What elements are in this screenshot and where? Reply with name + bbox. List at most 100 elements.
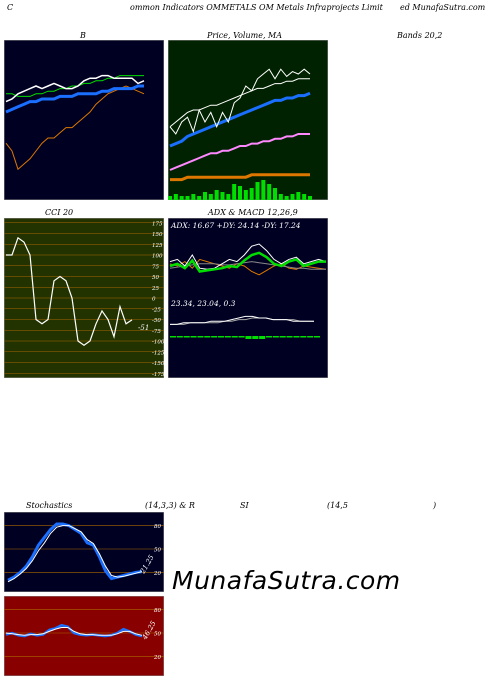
cci-tick-label: 50 [152, 275, 159, 281]
volume-bar [296, 192, 301, 200]
macd-histogram-bar [293, 336, 300, 338]
macd-histogram-bar [286, 336, 293, 338]
adx-bg [168, 218, 328, 378]
volume-bar [214, 190, 219, 200]
price-close-line [169, 68, 311, 135]
macd-histogram-bar [231, 336, 238, 338]
cci-tick-label: -25 [152, 307, 161, 313]
header-left: C [7, 3, 14, 12]
volume-bar [284, 196, 289, 200]
macd-readout: 23.34, 23.04, 0.3 [170, 299, 236, 308]
volume-bar [173, 194, 178, 200]
volume-bar [278, 194, 283, 200]
volume-bar [308, 196, 312, 200]
stoch-tick-label: 50 [154, 548, 161, 554]
cci-tick-label: -125 [152, 350, 164, 356]
volume-bar [208, 194, 213, 200]
macd-histogram-bar [176, 336, 183, 338]
header-right: ed MunafaSutra.com [400, 3, 486, 12]
macd-histogram-bar [183, 336, 190, 338]
stoch-d-line [7, 525, 143, 583]
cci-panel: 175 150 125 100 75 50 25 0 -25 -50 -75 -100 -125 -150… [4, 218, 164, 378]
volume-bar [255, 182, 260, 200]
adx-readout: ADX: 16.67 +DY: 24.14 -DY: 17.24 [170, 221, 301, 230]
cci-tick-label: 0 [152, 297, 156, 303]
cci-tick-label: -100 [152, 340, 164, 346]
price-ma-blue-line [169, 91, 311, 148]
macd-histogram-bar [272, 336, 279, 338]
macd-histogram-bar [300, 336, 307, 338]
rsi-tick-label: 80 [154, 608, 161, 614]
macd-line [170, 315, 314, 325]
volume-bar [261, 180, 266, 200]
volume-bar [168, 196, 172, 200]
volume-bar [243, 190, 248, 200]
macd-histogram-bar [204, 336, 211, 338]
price-panel [168, 40, 328, 200]
cci-tick-label: -150 [152, 361, 164, 367]
rsi-tick-label: 50 [154, 632, 161, 638]
macd-histogram-bar [170, 336, 176, 338]
cci-tick-label: -175 [152, 372, 164, 378]
volume-bar [249, 188, 254, 200]
cci-tick-label: 125 [152, 243, 163, 249]
price-ma-mid-line [169, 133, 310, 171]
bb-upper-band-line [6, 75, 144, 97]
cci-tick-label: 100 [152, 254, 163, 260]
cci-tick-label: 175 [152, 221, 163, 227]
price-ma-short-line [169, 78, 310, 128]
bb-middle-band-line [5, 84, 144, 114]
bollinger-panel [4, 40, 164, 200]
adx-white-line [169, 243, 327, 270]
macd-histogram-bar [218, 336, 224, 338]
volume-bar [185, 196, 190, 200]
rsi-params: (14,5 [327, 501, 348, 510]
rsi-tick-label: 20 [153, 655, 161, 661]
volume-bar [267, 184, 272, 200]
macd-histogram-bar [307, 336, 314, 338]
price-ma-long-line [170, 173, 310, 182]
mrsi-line [5, 627, 143, 636]
adx-label: ADX & MACD 12,26,9 [208, 208, 298, 217]
stoch-tick-label: 80 [154, 524, 161, 530]
macd-histogram-bar [266, 336, 272, 338]
macd-histogram-bar [259, 336, 266, 339]
cci-last-value: -51 [138, 324, 149, 332]
volume-bar [220, 192, 225, 200]
price-label: Price, Volume, MA [207, 31, 283, 40]
macd-histogram-bar [314, 336, 320, 338]
macd-histogram-bar [252, 336, 259, 339]
bollinger-bg [4, 40, 164, 200]
volume-bar [302, 194, 307, 200]
macd-histogram-bar [279, 336, 286, 338]
cci-tick-label: 150 [152, 232, 163, 238]
rsi-close-paren: ) [433, 501, 437, 510]
macd-histogram-bar [224, 336, 231, 338]
stoch-bg [4, 512, 164, 592]
macd-histogram-bar [190, 336, 197, 338]
cci-line [6, 236, 133, 347]
cci-label: CCI 20 [45, 208, 74, 217]
volume-bar [232, 184, 237, 200]
bb-label: B [80, 31, 86, 40]
bb-price-line [5, 74, 145, 103]
volume-bar [273, 188, 277, 200]
macd-histogram-bar [197, 336, 204, 338]
volume-bar [238, 186, 242, 200]
macd-histogram-bar [245, 336, 252, 339]
stoch-tick-label: 20 [153, 571, 161, 577]
volume-bar [191, 194, 196, 200]
cci-tick-label: -75 [152, 329, 161, 335]
adx-plus-di-line [169, 251, 326, 273]
volume-bar [197, 196, 202, 200]
stoch-label: Stochastics [26, 501, 73, 510]
watermark: MunafaSutra.com [172, 566, 401, 595]
adx-macd-panel: ADX: 16.67 +DY: 24.14 -DY: 17.24 23.34, … [168, 218, 328, 378]
cci-tick-label: -50 [152, 318, 161, 324]
stoch-params: (14,3,3) & R [145, 501, 195, 510]
cci-tick-label: 25 [151, 286, 159, 292]
header-title: ommon Indicators OMMETALS OM Metals Infr… [130, 3, 383, 12]
bands-label: Bands 20,2 [397, 31, 443, 40]
